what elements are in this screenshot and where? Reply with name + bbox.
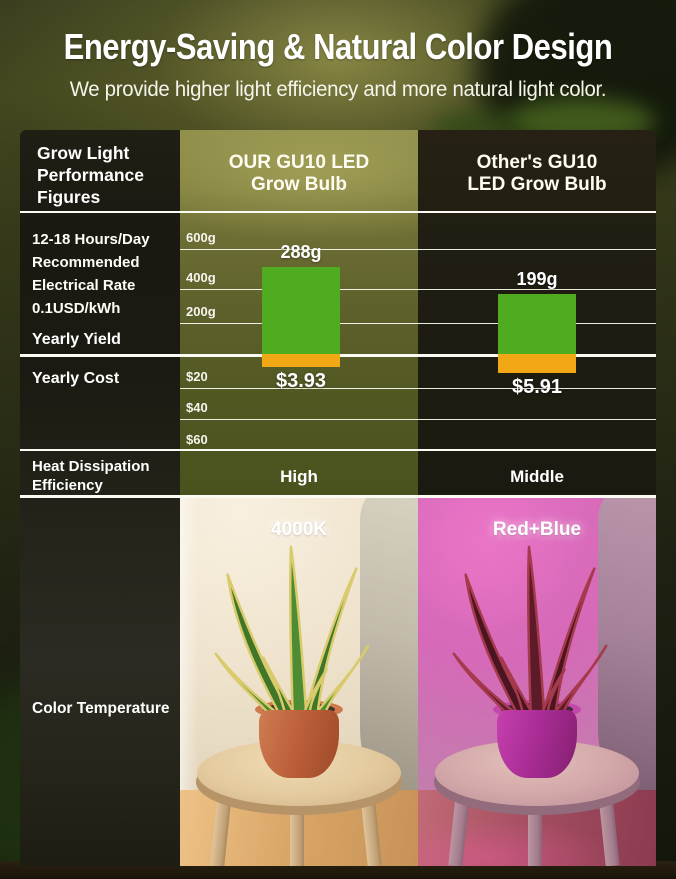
stool-leg xyxy=(290,800,304,866)
yield-value-other: 199g xyxy=(516,269,558,289)
gridline-400g xyxy=(180,288,656,290)
snake-plant xyxy=(453,546,607,722)
row-header-column-bg xyxy=(20,130,180,866)
purple-pot xyxy=(497,710,577,778)
yield-row-label: Yearly Yield xyxy=(32,331,121,348)
gridline-20usd xyxy=(180,387,656,389)
color-temp-row-label: Color Temperature xyxy=(32,700,170,717)
column-header-others: Other's GU10 LED Grow Bulb xyxy=(467,152,607,195)
yield-axis-tick-600g: 600g xyxy=(186,230,216,245)
yield-bar-ours xyxy=(262,267,340,356)
terracotta-pot xyxy=(259,710,339,778)
row-separator xyxy=(20,495,656,498)
cost-axis-tick-20: $20 xyxy=(186,369,208,384)
gridline-200g xyxy=(180,322,656,324)
heat-row-label: Heat Dissipation Efficiency xyxy=(32,458,150,494)
page-subtitle: We provide higher light efficiency and m… xyxy=(69,78,607,101)
row-separator xyxy=(20,448,656,451)
comparison-table: Grow Light Performance Figures OUR GU10 … xyxy=(20,130,656,866)
yield-bar-other xyxy=(498,294,576,356)
photo-label-red-blue: Red+Blue xyxy=(492,519,582,540)
gridline-40usd xyxy=(180,418,656,420)
column-header-ours: OUR GU10 LED Grow Bulb xyxy=(228,152,370,195)
photo-label-4000k: 4000K xyxy=(271,519,327,540)
cost-bar-other xyxy=(498,354,576,373)
photo-4000k: 4000K xyxy=(180,497,418,866)
cost-row-label: Yearly Cost xyxy=(32,370,120,387)
photo-red-blue: Red+Blue xyxy=(418,497,656,866)
row-separator xyxy=(20,210,656,213)
cost-value-other: $5.91 xyxy=(511,376,563,398)
yield-conditions-label: 12-18 Hours/Day Recommended Electrical R… xyxy=(32,231,150,317)
yield-value-ours: 288g xyxy=(280,242,322,262)
header: Energy-Saving & Natural Color Design We … xyxy=(0,0,676,103)
cost-axis-tick-40: $40 xyxy=(186,400,208,415)
stool-leg xyxy=(528,800,542,866)
cost-bar-ours xyxy=(262,354,340,367)
yield-axis-tick-200g: 200g xyxy=(186,304,216,319)
page-title: Energy-Saving & Natural Color Design xyxy=(63,26,613,67)
cost-value-ours: $3.93 xyxy=(275,370,327,392)
heat-value-ours: High xyxy=(280,467,318,486)
yield-axis-tick-400g: 400g xyxy=(186,270,216,285)
heat-value-other: Middle xyxy=(510,467,564,486)
snake-plant xyxy=(215,546,369,722)
table-corner-label: Grow Light Performance Figures xyxy=(37,143,144,207)
cost-axis-tick-60: $60 xyxy=(186,432,208,447)
gridline-600g xyxy=(180,248,656,250)
